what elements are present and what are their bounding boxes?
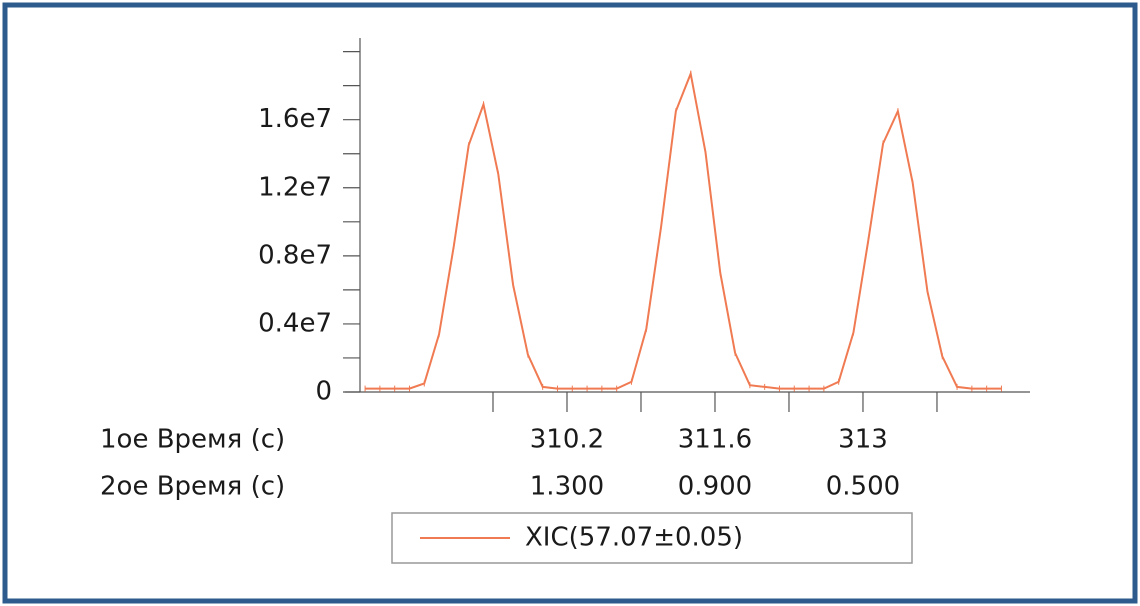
x2-tick-label: 0.500 [826,472,900,502]
x2-axis-label: 2ое Время (с) [100,472,285,502]
series-line [365,70,1002,390]
x-tick-label: 311.6 [678,425,752,455]
y-tick-label: 1.6e7 [258,104,332,134]
y-tick-label: 0.4e7 [258,308,332,338]
x-tick-label: 313 [838,425,888,455]
legend-label: XIC(57.07±0.05) [525,523,743,553]
y-tick-label: 0.8e7 [258,240,332,270]
x2-tick-label: 0.900 [678,472,752,502]
x-tick-label: 310.2 [530,425,604,455]
x-axis-label: 1ое Время (с) [100,425,285,455]
y-tick-label: 0 [315,377,332,407]
y-tick-label: 1.2e7 [258,172,332,202]
x2-tick-label: 1.300 [530,472,604,502]
